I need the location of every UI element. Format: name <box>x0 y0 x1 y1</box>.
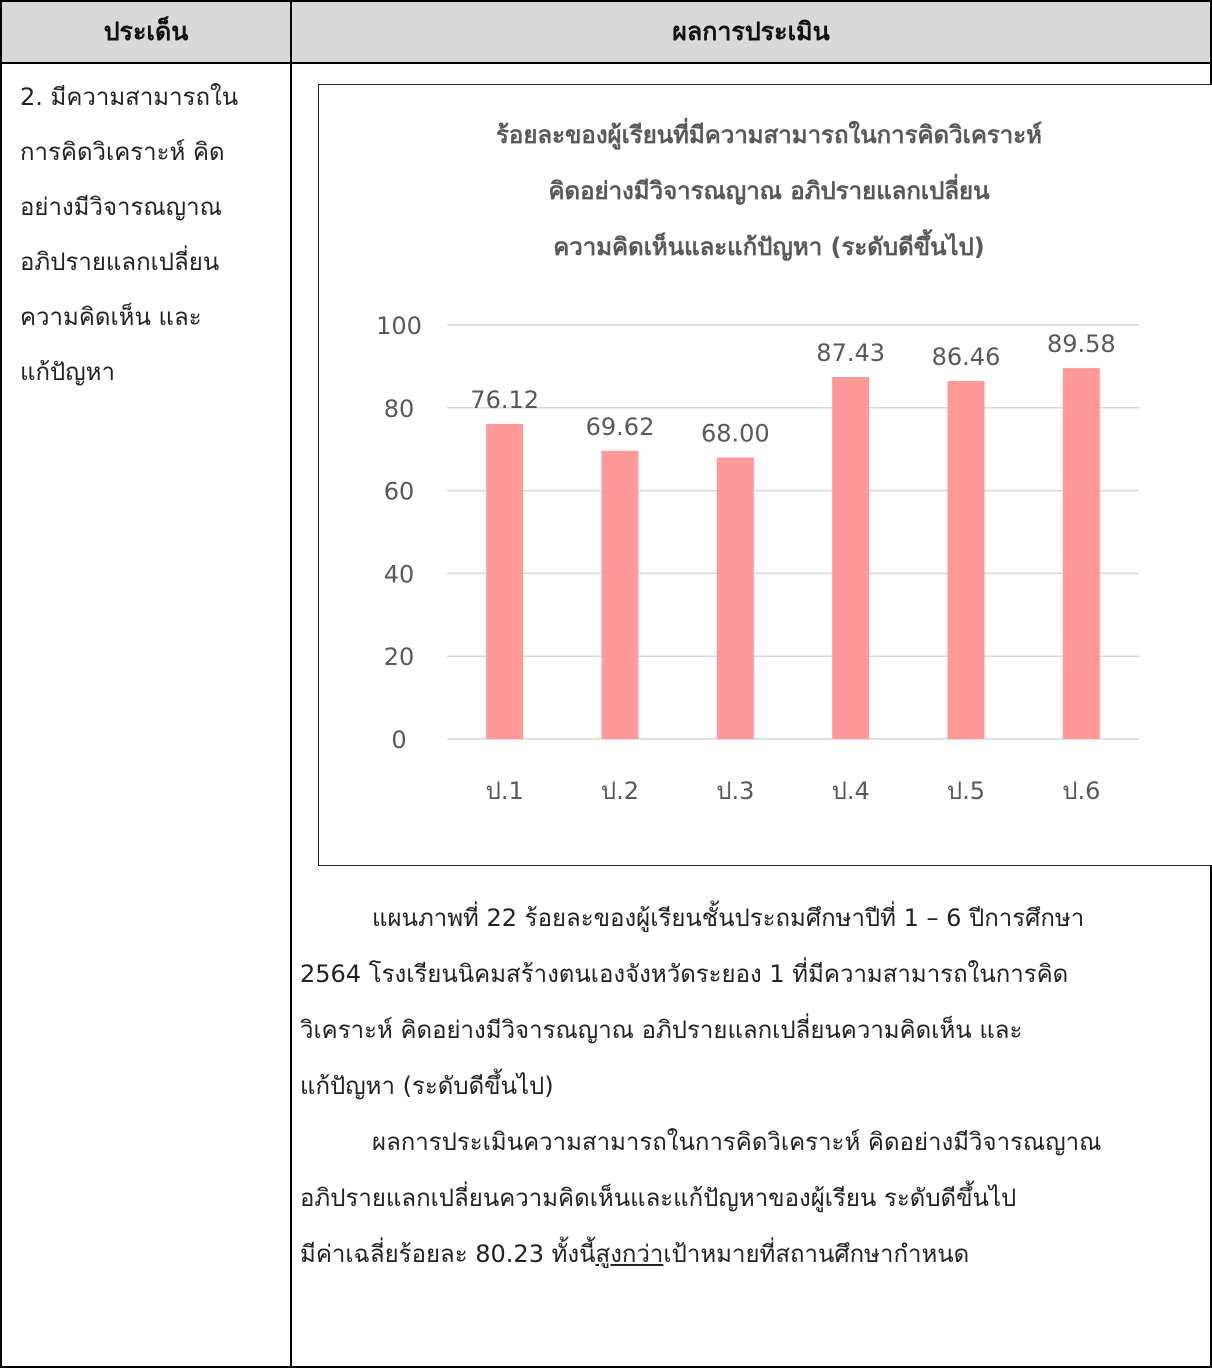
bar-chart: ร้อยละของผู้เรียนที่มีความสามารถในการคิด… <box>318 84 1212 866</box>
chart-title-line: ความคิดเห็นและแก้ปัญหา (ระดับดีขึ้นไป) <box>553 228 985 261</box>
result-cell: ร้อยละของผู้เรียนที่มีความสามารถในการคิด… <box>290 62 1212 1368</box>
bar-value-label: 87.43 <box>816 339 885 367</box>
issue-line: 2. มีความสามารถใน <box>20 83 239 111</box>
header-issue: ประเด็น <box>0 0 292 64</box>
y-tick-label: 20 <box>384 643 415 671</box>
result-line: ผลการประเมินความสามารถในการคิดวิเคราะห์ … <box>372 1128 1102 1156</box>
bar <box>716 457 754 739</box>
x-tick-label: ป.3 <box>716 777 754 805</box>
y-tick-label: 60 <box>384 478 415 506</box>
issue-line: อภิปรายแลกเปลี่ยน <box>20 248 220 276</box>
y-tick-label: 80 <box>384 395 415 423</box>
y-tick-label: 40 <box>384 560 415 588</box>
issue-line: แก้ปัญหา <box>20 358 115 386</box>
chart-caption: แผนภาพที่ 22 ร้อยละของผู้เรียนชั้นประถมศ… <box>300 890 1200 1114</box>
header-result: ผลการประเมิน <box>290 0 1212 64</box>
bar-value-label: 69.62 <box>586 413 655 441</box>
caption-line: วิเคราะห์ คิดอย่างมีวิจารณญาณ อภิปรายแลก… <box>300 1016 1023 1044</box>
caption-line: แผนภาพที่ 22 ร้อยละของผู้เรียนชั้นประถมศ… <box>372 904 1085 932</box>
y-tick-label: 0 <box>391 726 406 754</box>
chart-canvas: ร้อยละของผู้เรียนที่มีความสามารถในการคิด… <box>376 117 1139 805</box>
bar-value-label: 76.12 <box>470 386 539 414</box>
chart-title-line: ร้อยละของผู้เรียนที่มีความสามารถในการคิด… <box>496 117 1042 150</box>
result-emphasis: สูงกว่า <box>595 1240 664 1268</box>
x-tick-label: ป.5 <box>947 777 985 805</box>
result-summary: ผลการประเมินความสามารถในการคิดวิเคราะห์ … <box>300 1114 1200 1282</box>
issue-cell: 2. มีความสามารถใน การคิดวิเคราะห์ คิด อย… <box>0 62 292 1368</box>
bar <box>486 423 524 739</box>
x-tick-label: ป.6 <box>1062 777 1100 805</box>
issue-text: 2. มีความสามารถใน การคิดวิเคราะห์ คิด อย… <box>2 64 290 400</box>
result-line-pre: มีค่าเฉลี่ยร้อยละ 80.23 ทั้งนี้ <box>300 1240 596 1268</box>
result-line-post: เป้าหมายที่สถานศึกษากำหนด <box>663 1240 970 1268</box>
caption-line: 2564 โรงเรียนนิคมสร้างตนเองจังหวัดระยอง … <box>300 960 1069 988</box>
bar <box>601 450 639 739</box>
result-line: อภิปรายแลกเปลี่ยนความคิดเห็นและแก้ปัญหาข… <box>300 1184 1017 1212</box>
issue-line: การคิดวิเคราะห์ คิด <box>20 138 225 166</box>
issue-line: ความคิดเห็น และ <box>20 303 202 331</box>
bar-value-label: 86.46 <box>932 343 1001 371</box>
bar-value-label: 68.00 <box>701 419 770 447</box>
bar <box>947 381 985 739</box>
bar <box>832 377 870 739</box>
bar <box>1062 368 1100 739</box>
x-tick-label: ป.1 <box>486 777 524 805</box>
chart-title-line: คิดอย่างมีวิจารณญาณ อภิปรายแลกเปลี่ยน <box>548 173 990 205</box>
x-tick-label: ป.4 <box>832 777 870 805</box>
x-tick-label: ป.2 <box>601 777 639 805</box>
issue-line: อย่างมีวิจารณญาณ <box>20 193 222 221</box>
y-tick-label: 100 <box>376 312 422 340</box>
caption-line: แก้ปัญหา (ระดับดีขึ้นไป) <box>300 1072 554 1100</box>
bar-value-label: 89.58 <box>1047 330 1116 358</box>
